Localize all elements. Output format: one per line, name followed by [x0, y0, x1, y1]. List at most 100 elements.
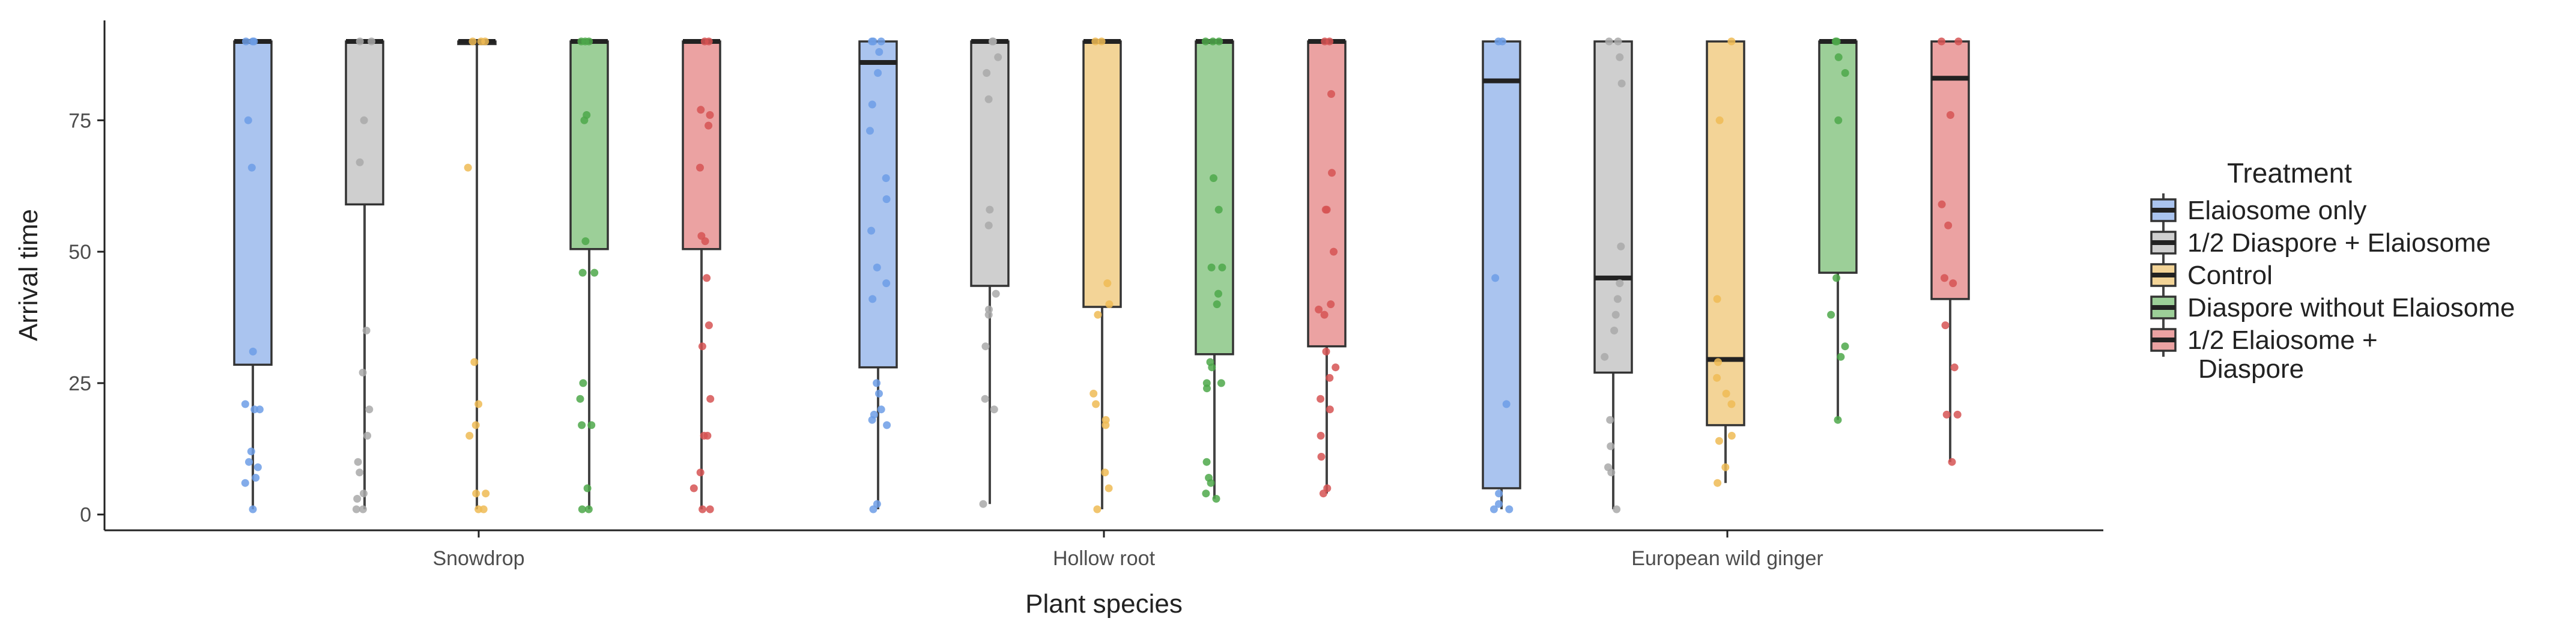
- data-point: [583, 484, 592, 492]
- data-point: [1938, 37, 1946, 46]
- legend-label: Control: [2187, 261, 2273, 290]
- data-point: [1722, 389, 1730, 398]
- data-point: [983, 69, 991, 77]
- box-iqr: [858, 40, 898, 369]
- data-point: [868, 295, 877, 303]
- box-1-2-elaiosome-diaspore-european-wild-ginger: [1930, 37, 1970, 466]
- data-point: [877, 37, 885, 46]
- data-point: [883, 421, 891, 429]
- data-point: [1326, 405, 1334, 414]
- series-control: [457, 37, 1745, 513]
- box-1-2-diaspore-elaiosome-european-wild-ginger: [1593, 37, 1633, 513]
- data-point: [1941, 321, 1950, 330]
- box-diaspore-without-elaiosome-hollow-root: [1195, 37, 1234, 503]
- data-point: [1327, 90, 1335, 98]
- data-point: [703, 274, 711, 282]
- box-iqr: [1082, 40, 1122, 308]
- data-point: [701, 237, 709, 246]
- data-point: [1949, 279, 1957, 288]
- plot-area: [233, 37, 1970, 513]
- data-point: [1102, 421, 1110, 429]
- data-point: [1713, 295, 1721, 303]
- legend-item-control: Control: [2150, 258, 2273, 292]
- legend-label: 1/2 Elaiosome + Diaspore: [2187, 326, 2378, 384]
- data-point: [988, 37, 996, 46]
- data-point: [250, 405, 259, 414]
- data-point: [868, 100, 876, 109]
- data-point: [578, 421, 586, 429]
- data-point: [241, 479, 249, 487]
- data-point: [356, 158, 364, 166]
- data-point: [1320, 310, 1329, 319]
- data-point: [1727, 37, 1736, 46]
- data-point: [250, 37, 258, 46]
- data-point: [1837, 353, 1845, 361]
- data-point: [1834, 416, 1842, 424]
- data-point: [1202, 489, 1210, 498]
- data-point: [1953, 410, 1962, 419]
- data-point: [474, 505, 483, 513]
- legend-item-elaiosome-only: Elaiosome only: [2150, 193, 2366, 227]
- data-point: [581, 237, 590, 246]
- data-point: [1714, 358, 1722, 366]
- data-point: [1727, 400, 1736, 408]
- data-point: [578, 505, 586, 513]
- data-point: [1089, 389, 1098, 398]
- data-point: [1942, 410, 1951, 419]
- data-point: [1727, 432, 1736, 440]
- data-point: [247, 447, 255, 456]
- legend-item-1-2-diaspore-elaiosome: 1/2 Diaspore + Elaiosome: [2150, 226, 2491, 259]
- data-point: [1092, 400, 1100, 408]
- data-point: [1101, 468, 1109, 477]
- data-point: [1938, 200, 1946, 208]
- data-point: [994, 53, 1002, 61]
- data-point: [249, 347, 257, 356]
- data-point: [1941, 274, 1948, 282]
- data-point: [984, 95, 993, 103]
- box-1-2-elaiosome-diaspore-snowdrop: [682, 37, 721, 513]
- data-point: [1617, 242, 1625, 250]
- data-point: [464, 163, 472, 172]
- box-iqr: [233, 40, 273, 366]
- data-point: [706, 395, 715, 403]
- data-point: [1330, 247, 1338, 256]
- data-point: [1713, 374, 1721, 382]
- data-point: [1218, 263, 1226, 271]
- data-point: [1093, 505, 1102, 513]
- series-elaiosome-only: [233, 37, 1521, 513]
- data-point: [1317, 395, 1325, 403]
- data-point: [1505, 505, 1514, 513]
- y-ticks: 0 25 50 75: [68, 109, 105, 527]
- data-point: [1214, 205, 1223, 214]
- data-point: [253, 463, 262, 471]
- data-point: [1611, 310, 1620, 319]
- data-point: [1322, 347, 1330, 356]
- data-point: [1201, 37, 1210, 46]
- data-point: [1094, 310, 1102, 319]
- data-point: [984, 310, 993, 319]
- data-point: [706, 505, 714, 513]
- box-iqr: [1706, 40, 1745, 426]
- x-tick-label-hollow-root: Hollow root: [1053, 547, 1156, 570]
- data-point: [1091, 37, 1100, 46]
- data-point: [1215, 37, 1223, 46]
- data-point: [1327, 300, 1335, 309]
- legend-item-diaspore-without-elaiosome: Diaspore without Elaiosome: [2150, 291, 2515, 324]
- box-control-snowdrop: [457, 37, 497, 513]
- data-point: [482, 489, 490, 498]
- data-point: [990, 405, 998, 414]
- data-point: [1490, 505, 1498, 513]
- data-point: [698, 342, 706, 351]
- data-point: [1317, 453, 1326, 461]
- data-point: [1321, 37, 1329, 46]
- data-point: [981, 395, 989, 403]
- data-point: [587, 421, 596, 429]
- data-point: [1841, 69, 1849, 77]
- box-elaiosome-only-hollow-root: [858, 37, 898, 513]
- data-point: [1613, 295, 1622, 303]
- data-point: [696, 163, 704, 172]
- data-point: [875, 389, 883, 398]
- box-iqr: [682, 40, 721, 250]
- data-point: [689, 484, 698, 492]
